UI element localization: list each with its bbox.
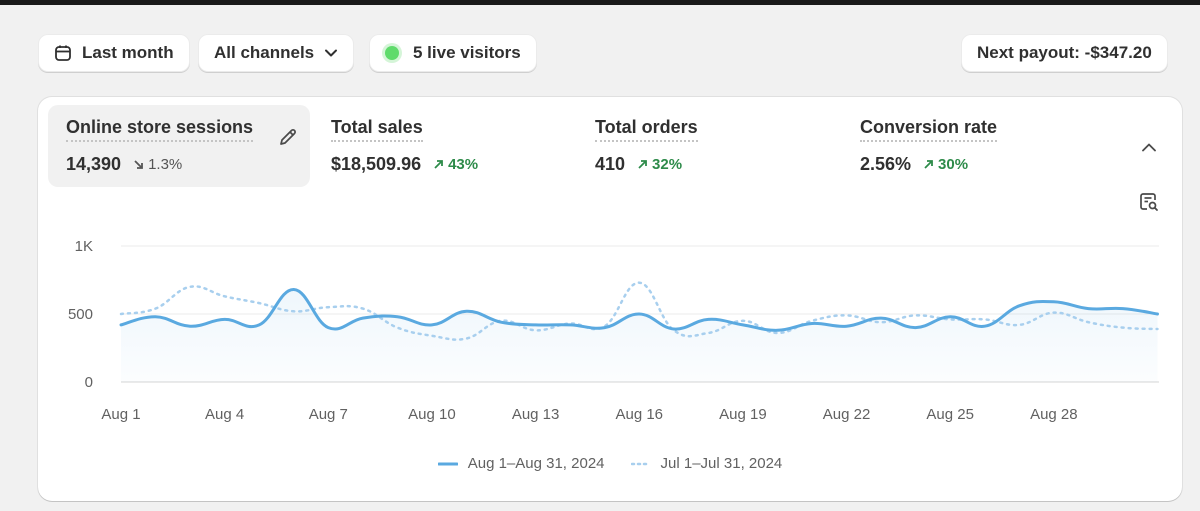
metric-total-sales[interactable]: Total sales $18,509.96 43% (313, 105, 563, 187)
y-tick-label: 500 (68, 306, 93, 323)
arrow-up-right-icon (638, 160, 647, 169)
metric-online-store-sessions[interactable]: Online store sessions 14,390 1.3% (48, 105, 310, 187)
metric-value: $18,509.96 (331, 154, 422, 174)
analytics-card: Online store sessions 14,390 1.3% Total … (38, 97, 1182, 501)
y-tick-label: 1K (75, 238, 93, 255)
series-current-area (121, 289, 1158, 382)
arrow-up-right-icon (434, 160, 443, 169)
arrow-up-right-icon (924, 160, 933, 169)
legend-label: Jul 1–Jul 31, 2024 (660, 455, 783, 472)
live-visitors-label: 5 live visitors (413, 43, 521, 62)
legend-dotted-swatch (630, 462, 651, 465)
legend-item-previous[interactable]: Jul 1–Jul 31, 2024 (630, 455, 783, 472)
metric-label: Total orders (595, 117, 698, 142)
x-tick-label: Aug 19 (719, 406, 767, 423)
metric-change-value: 32% (652, 156, 683, 173)
x-tick-label: Aug 10 (408, 406, 456, 423)
x-tick-label: Aug 22 (823, 406, 871, 423)
calendar-icon (54, 44, 72, 62)
metric-change: 1.3% (133, 156, 182, 173)
date-range-label: Last month (82, 43, 174, 62)
metric-change-value: 30% (938, 156, 969, 173)
metric-total-orders[interactable]: Total orders 410 32% (577, 105, 827, 187)
metric-value: 410 (595, 154, 626, 174)
x-tick-label: Aug 7 (309, 406, 348, 423)
live-visitors-button[interactable]: 5 live visitors (369, 34, 537, 72)
metric-change: 43% (433, 156, 478, 173)
metric-change: 30% (923, 156, 968, 173)
metric-label: Online store sessions (66, 117, 254, 142)
x-tick-label: Aug 1 (101, 406, 140, 423)
y-tick-label: 0 (85, 374, 93, 391)
metric-change-value: 1.3% (148, 156, 183, 173)
x-tick-label: Aug 28 (1030, 406, 1078, 423)
metric-change-value: 43% (448, 156, 479, 173)
legend-solid-swatch (437, 462, 458, 465)
sessions-line-chart: 0 500 1K Aug 1 Aug 4 Aug 7 Aug 10 Aug 13 Aug 16… (68, 238, 1159, 423)
explore-report-icon[interactable] (1138, 191, 1160, 218)
x-tick-label: Aug 4 (205, 406, 244, 423)
metric-label: Total sales (331, 117, 423, 142)
metric-label: Conversion rate (860, 117, 998, 142)
legend-item-current[interactable]: Aug 1–Aug 31, 2024 (437, 455, 605, 472)
date-range-button[interactable]: Last month (38, 34, 190, 72)
x-tick-label: Aug 13 (512, 406, 560, 423)
chevron-down-icon (324, 46, 338, 60)
channel-filter-button[interactable]: All channels (198, 34, 355, 72)
legend-label: Aug 1–Aug 31, 2024 (467, 455, 605, 472)
channel-filter-label: All channels (214, 43, 315, 62)
top-bar (0, 0, 1200, 5)
next-payout-label: Next payout: -$347.20 (977, 43, 1152, 62)
next-payout-button[interactable]: Next payout: -$347.20 (961, 34, 1168, 72)
arrow-down-right-icon (134, 160, 143, 169)
series-previous-line (119, 281, 1159, 341)
chart-legend: Aug 1–Aug 31, 2024 Jul 1–Jul 31, 2024 (38, 455, 1182, 472)
series-current-line (119, 287, 1159, 332)
metric-conversion-rate[interactable]: Conversion rate 2.56% 30% (842, 105, 1092, 187)
edit-icon[interactable] (278, 127, 298, 152)
metric-value: 2.56% (860, 154, 912, 174)
live-dot-icon (385, 46, 399, 60)
metric-value: 14,390 (66, 154, 122, 174)
chevron-up-icon[interactable] (1138, 137, 1160, 164)
metric-change: 32% (637, 156, 682, 173)
x-tick-label: Aug 16 (615, 406, 663, 423)
x-tick-label: Aug 25 (926, 406, 974, 423)
